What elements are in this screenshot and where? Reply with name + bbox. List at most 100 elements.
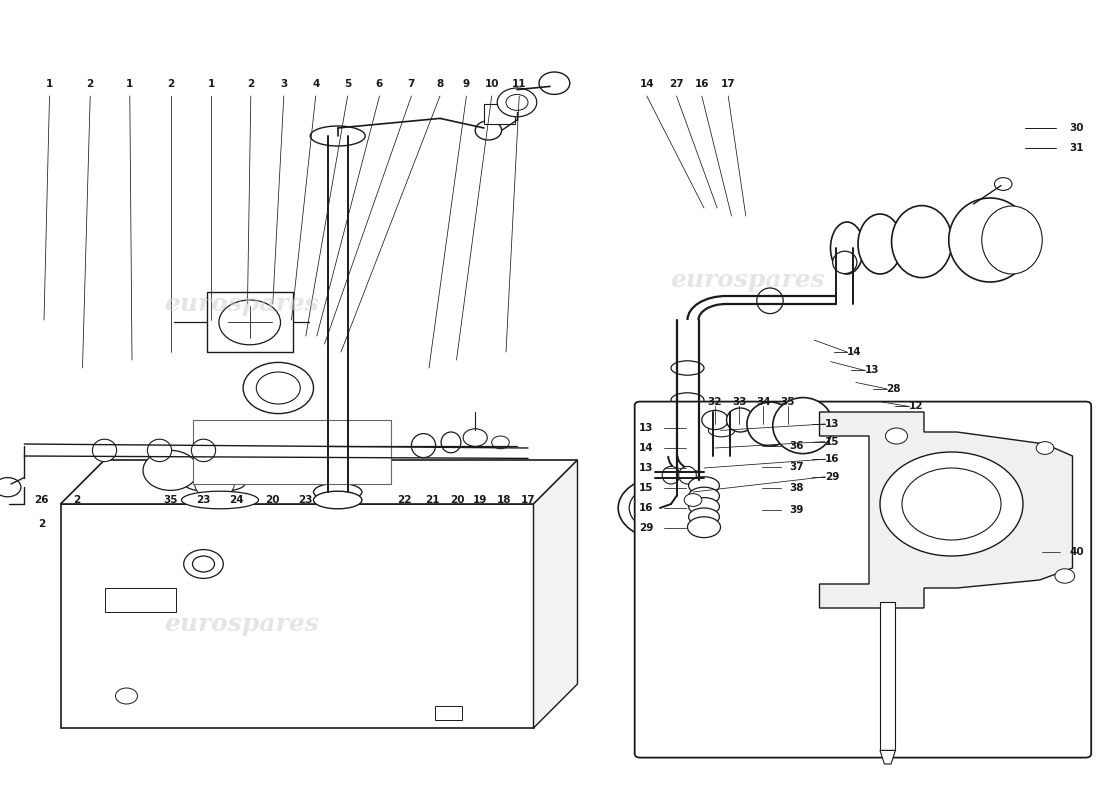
Ellipse shape — [187, 462, 253, 479]
Text: 2: 2 — [167, 79, 174, 89]
Text: 28: 28 — [887, 384, 901, 394]
Text: 14: 14 — [639, 79, 654, 89]
Text: 12: 12 — [909, 402, 923, 411]
Ellipse shape — [651, 479, 686, 497]
FancyBboxPatch shape — [635, 402, 1091, 758]
Text: 7: 7 — [408, 79, 415, 89]
Circle shape — [143, 450, 198, 490]
Polygon shape — [880, 750, 895, 764]
Text: 5: 5 — [344, 79, 351, 89]
Ellipse shape — [92, 439, 117, 462]
Text: 4: 4 — [312, 79, 319, 89]
Ellipse shape — [948, 198, 1032, 282]
Text: 2: 2 — [87, 79, 94, 89]
Bar — [434, 706, 462, 720]
Circle shape — [994, 178, 1012, 190]
Polygon shape — [820, 412, 1072, 608]
Ellipse shape — [441, 432, 461, 453]
Ellipse shape — [830, 222, 864, 274]
Text: 16: 16 — [694, 79, 710, 89]
Ellipse shape — [757, 288, 783, 314]
Text: 1: 1 — [46, 79, 53, 89]
Text: 24: 24 — [229, 495, 244, 505]
Circle shape — [539, 72, 570, 94]
Circle shape — [684, 494, 702, 506]
Text: 20: 20 — [265, 495, 280, 505]
Text: 23: 23 — [196, 495, 211, 505]
Circle shape — [116, 688, 138, 704]
Text: 40: 40 — [1069, 547, 1084, 557]
Text: 1: 1 — [126, 79, 133, 89]
Circle shape — [902, 468, 1001, 540]
Circle shape — [702, 410, 728, 430]
Circle shape — [492, 436, 509, 449]
Ellipse shape — [833, 251, 857, 274]
Bar — [484, 104, 515, 124]
Ellipse shape — [314, 483, 362, 501]
Text: 14: 14 — [847, 347, 861, 357]
Text: 2: 2 — [39, 519, 45, 529]
Circle shape — [184, 550, 223, 578]
Ellipse shape — [310, 126, 365, 146]
Bar — [880, 602, 895, 750]
Text: 15: 15 — [639, 483, 653, 493]
Text: 6: 6 — [376, 79, 383, 89]
Text: eurospares: eurospares — [671, 268, 825, 292]
Text: 10: 10 — [484, 79, 499, 89]
Circle shape — [463, 429, 487, 446]
Text: 9: 9 — [463, 79, 470, 89]
Ellipse shape — [671, 361, 704, 375]
Circle shape — [256, 372, 300, 404]
Polygon shape — [192, 420, 390, 484]
Circle shape — [629, 486, 691, 530]
Text: 22: 22 — [397, 495, 412, 505]
Ellipse shape — [891, 206, 953, 278]
Circle shape — [880, 452, 1023, 556]
Ellipse shape — [981, 206, 1043, 274]
Text: 27: 27 — [669, 79, 684, 89]
Text: 2: 2 — [248, 79, 254, 89]
Text: 14: 14 — [639, 443, 653, 453]
Text: 18: 18 — [496, 495, 512, 505]
Text: 11: 11 — [512, 79, 527, 89]
Circle shape — [886, 428, 907, 444]
Text: 26: 26 — [34, 495, 50, 505]
Circle shape — [475, 121, 502, 140]
Circle shape — [219, 300, 280, 345]
Ellipse shape — [689, 487, 719, 505]
Text: 20: 20 — [450, 495, 465, 505]
Polygon shape — [60, 460, 578, 504]
Ellipse shape — [411, 434, 436, 458]
Ellipse shape — [314, 491, 362, 509]
Ellipse shape — [182, 491, 258, 509]
Circle shape — [1055, 569, 1075, 583]
Text: 16: 16 — [825, 454, 839, 464]
Polygon shape — [534, 460, 578, 728]
Text: 3: 3 — [280, 79, 287, 89]
Text: 31: 31 — [1069, 143, 1084, 153]
Ellipse shape — [147, 439, 172, 462]
Text: 23: 23 — [298, 495, 314, 505]
Ellipse shape — [727, 408, 755, 432]
Text: eurospares: eurospares — [165, 612, 319, 636]
Ellipse shape — [858, 214, 902, 274]
Text: 2: 2 — [74, 495, 80, 505]
Ellipse shape — [688, 517, 720, 538]
Circle shape — [0, 478, 21, 497]
Ellipse shape — [708, 424, 735, 437]
Bar — [104, 588, 176, 612]
Ellipse shape — [671, 393, 704, 407]
Text: 32: 32 — [707, 397, 723, 406]
Ellipse shape — [689, 498, 719, 515]
Text: 35: 35 — [780, 397, 795, 406]
Text: 1: 1 — [208, 79, 214, 89]
Text: 13: 13 — [639, 423, 653, 433]
Circle shape — [1036, 442, 1054, 454]
Ellipse shape — [185, 476, 244, 492]
Ellipse shape — [772, 398, 834, 454]
Text: 39: 39 — [790, 506, 804, 515]
Text: 13: 13 — [639, 463, 653, 473]
Text: 17: 17 — [720, 79, 736, 89]
Circle shape — [192, 556, 215, 572]
Ellipse shape — [671, 433, 704, 447]
